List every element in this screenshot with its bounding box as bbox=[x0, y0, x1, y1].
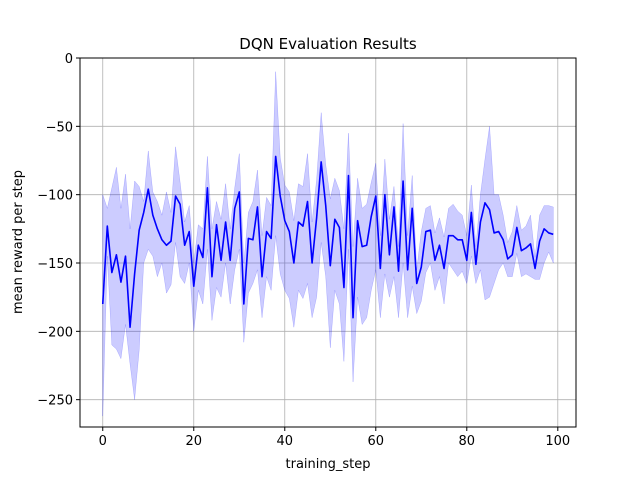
x-tick-label: 60 bbox=[368, 434, 385, 449]
axes-frame bbox=[79, 57, 577, 428]
y-tick-label: −250 bbox=[37, 394, 73, 409]
y-tick-label: −150 bbox=[37, 257, 73, 272]
y-tick-label: 0 bbox=[65, 52, 73, 67]
mean-line bbox=[101, 155, 554, 329]
y-tick-label: −200 bbox=[37, 325, 73, 340]
y-axis-label: mean reward per step bbox=[11, 170, 26, 314]
x-tick-label: 80 bbox=[459, 434, 476, 449]
chart-title: DQN Evaluation Results bbox=[239, 35, 417, 53]
x-axis-label: training_step bbox=[286, 457, 371, 472]
y-tick-label: −100 bbox=[37, 189, 73, 204]
x-tick-label: 40 bbox=[276, 434, 293, 449]
y-tick-label: −50 bbox=[46, 120, 73, 135]
x-tick-label: 100 bbox=[545, 434, 570, 449]
x-tick-label: 20 bbox=[185, 434, 202, 449]
x-tick-label: 0 bbox=[99, 434, 107, 449]
plot-area: 0 20 40 60 80 100 0 −50 −100 −150 −200 −250 bbox=[37, 52, 577, 449]
